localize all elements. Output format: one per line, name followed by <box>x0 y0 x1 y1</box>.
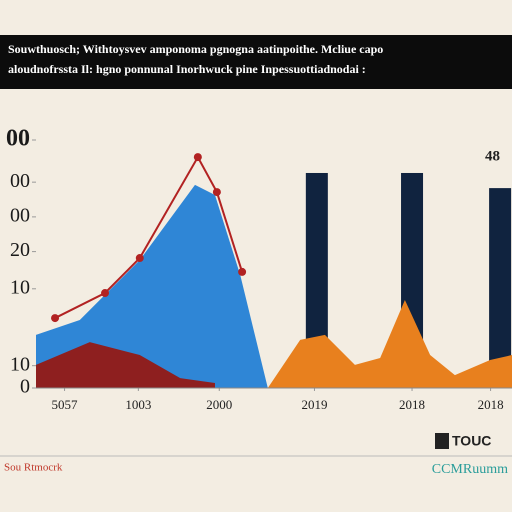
y-tick-label: 10 <box>10 276 30 298</box>
area <box>36 184 268 388</box>
title-line: Souwthuosch; Withtoysvev amponoma pgnogn… <box>8 42 383 56</box>
footer-left: Sou Rtmocrk <box>4 462 63 474</box>
x-tick-label: 2018 <box>478 397 504 412</box>
area <box>36 342 215 388</box>
y-tick-label: 00 <box>10 204 30 226</box>
bar <box>489 188 512 388</box>
point <box>135 254 144 263</box>
title-band <box>0 35 512 89</box>
point <box>51 314 60 323</box>
title-line: aloudnofrssta Il: hgno ponnunal Inorhwuc… <box>8 62 366 76</box>
x-tick-label: 5057 <box>52 397 79 412</box>
point <box>193 153 202 162</box>
x-tick-label: 2000 <box>206 397 232 412</box>
logo: TOUC <box>452 433 491 449</box>
point <box>101 289 110 298</box>
logo-icon <box>435 433 449 449</box>
annotation: 48 <box>485 148 500 164</box>
x-tick-label: 2018 <box>399 397 425 412</box>
x-tick-label: 1003 <box>125 397 151 412</box>
y-tick-label: 0 <box>20 376 30 398</box>
y-tick-label: 00 <box>10 170 30 192</box>
y-tick-label: 00 <box>6 126 30 152</box>
point <box>212 188 221 197</box>
y-tick-label: 20 <box>10 239 30 261</box>
footer-right: CCMRuumm <box>432 462 508 477</box>
x-tick-label: 2019 <box>301 397 327 412</box>
area <box>267 299 512 388</box>
y-tick-label: 10 <box>10 353 30 375</box>
point <box>238 267 247 276</box>
line <box>54 155 244 319</box>
bar <box>305 172 328 388</box>
